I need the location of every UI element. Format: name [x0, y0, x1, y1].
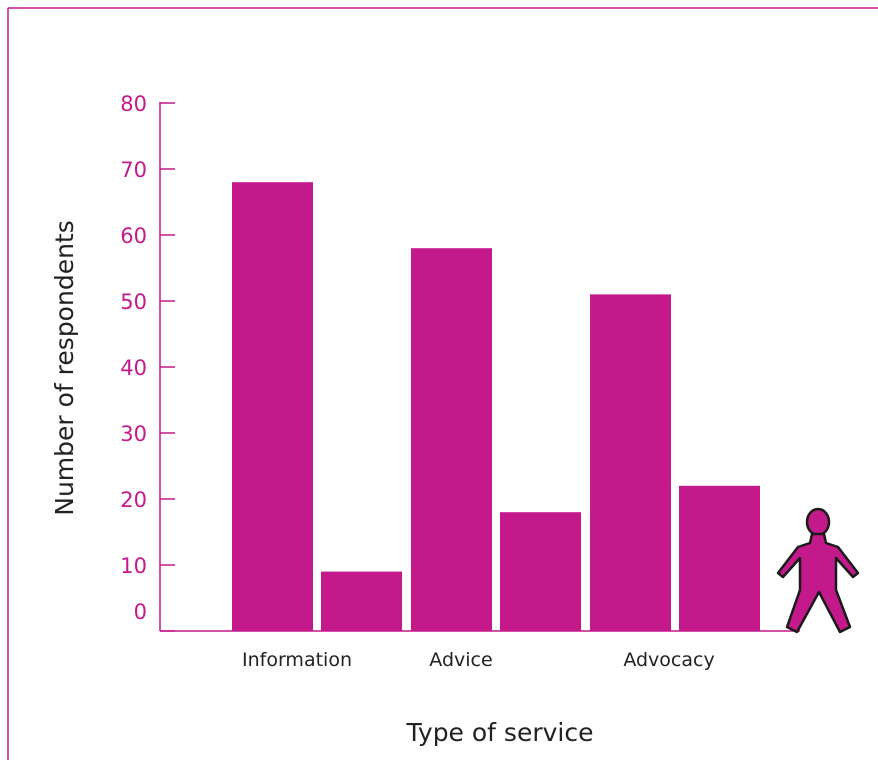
x-category-label: Advice — [429, 649, 492, 671]
y-tick-label: 70 — [120, 158, 147, 182]
bar-advice-1 — [411, 248, 492, 631]
bar-advice-2 — [500, 512, 581, 631]
y-tick-label: 40 — [120, 356, 147, 380]
bar-advocacy-1 — [590, 294, 671, 631]
x-category-label: Advocacy — [623, 649, 714, 671]
x-axis-title: Type of service — [406, 718, 594, 747]
y-tick-label: 60 — [120, 224, 147, 248]
bar-advocacy-2 — [679, 485, 760, 631]
y-tick-label: 0 — [134, 600, 147, 624]
bar-information-2 — [321, 571, 402, 631]
person-icon — [776, 507, 860, 634]
bars — [232, 182, 760, 631]
category-labels: Information Advice Advocacy — [242, 649, 715, 671]
y-tick-label: 30 — [120, 422, 147, 446]
y-tick-label: 20 — [120, 488, 147, 512]
y-ticks: 0 10 20 30 40 50 60 70 80 — [120, 92, 175, 632]
y-tick-label: 10 — [120, 554, 147, 578]
y-tick-label: 50 — [120, 290, 147, 314]
bar-information-1 — [232, 182, 313, 631]
y-axis-title: Number of respondents — [50, 220, 79, 515]
x-category-label: Information — [242, 649, 352, 671]
y-tick-label: 80 — [120, 92, 147, 116]
